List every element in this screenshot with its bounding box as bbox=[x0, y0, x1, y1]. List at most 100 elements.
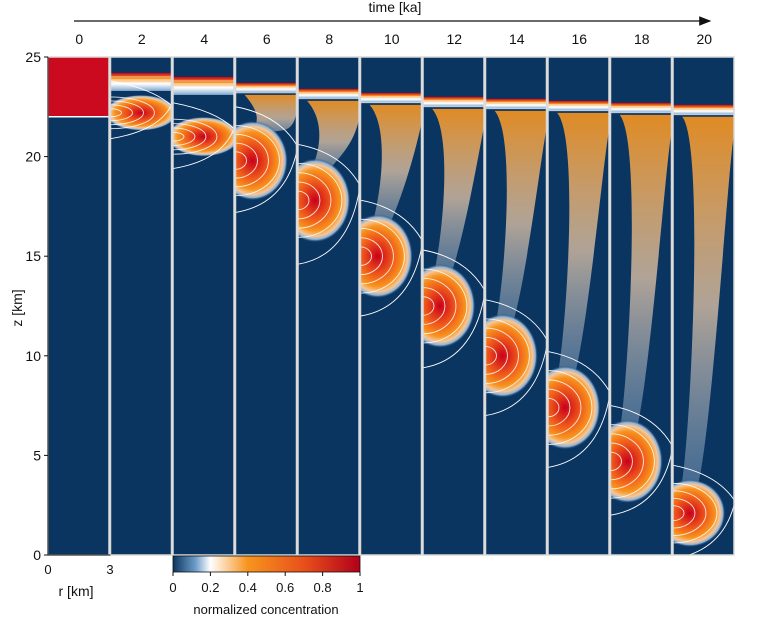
contour-line bbox=[548, 379, 582, 436]
contour-line bbox=[360, 228, 394, 285]
panel-t18 bbox=[609, 56, 673, 556]
contour-line bbox=[673, 497, 696, 529]
thermal-blob bbox=[110, 94, 172, 131]
initial-layer bbox=[48, 57, 109, 117]
panels bbox=[47, 56, 735, 556]
time-tick-label: 20 bbox=[696, 31, 712, 47]
panel-t14 bbox=[484, 56, 548, 556]
panel-background bbox=[48, 57, 109, 555]
top-layer bbox=[485, 98, 547, 109]
contour-line bbox=[235, 152, 297, 213]
time-tick-label: 8 bbox=[325, 31, 333, 47]
contour-line bbox=[673, 464, 734, 500]
time-tick-label: 14 bbox=[509, 31, 525, 47]
time-axis-label: time [ka] bbox=[369, 0, 422, 15]
contour-line bbox=[360, 248, 422, 317]
contour-line bbox=[298, 192, 359, 265]
panel-frame bbox=[172, 56, 235, 556]
contour-line bbox=[548, 399, 609, 468]
top-layer bbox=[360, 92, 422, 103]
panel-frame bbox=[109, 56, 173, 556]
thermal-blob bbox=[673, 479, 726, 548]
colorbar-tick-label: 0.8 bbox=[314, 580, 332, 595]
contour-line bbox=[110, 100, 144, 126]
colorbar bbox=[172, 555, 361, 573]
contour-line bbox=[423, 249, 484, 290]
colorbar-ticks: 0 0.2 0.4 0.6 0.8 1 bbox=[169, 572, 364, 595]
top-layer bbox=[423, 96, 484, 107]
panel-t20 bbox=[672, 56, 735, 556]
panel-frame bbox=[672, 56, 735, 556]
contour-line bbox=[173, 123, 207, 151]
plume-tail bbox=[366, 104, 422, 239]
thermal-blob bbox=[360, 214, 413, 299]
contour-line bbox=[235, 133, 269, 188]
contour-line bbox=[485, 299, 547, 340]
z-tick-label: 10 bbox=[25, 348, 41, 364]
contour-line bbox=[298, 143, 359, 184]
z-tick-label: 15 bbox=[25, 248, 41, 264]
panel-frame bbox=[422, 56, 485, 556]
plume-tail bbox=[679, 116, 734, 496]
panel-t0 bbox=[47, 56, 110, 556]
contour-line bbox=[610, 442, 633, 481]
z-tick-label: 5 bbox=[33, 447, 41, 463]
time-tick-label: 6 bbox=[263, 31, 271, 47]
top-layer bbox=[298, 88, 359, 99]
contour-line bbox=[485, 346, 497, 366]
contour-line bbox=[548, 388, 571, 427]
contour-line bbox=[173, 128, 234, 170]
time-tick-label: 10 bbox=[384, 31, 400, 47]
plume-tail bbox=[491, 110, 547, 338]
plume-tail bbox=[554, 112, 609, 390]
contour-line bbox=[610, 453, 672, 516]
time-tick-label: 18 bbox=[634, 31, 650, 47]
contour-line bbox=[548, 351, 609, 392]
thermal-blob bbox=[485, 313, 538, 398]
colorbar-label: normalized concentration bbox=[193, 602, 338, 617]
panel-t12 bbox=[422, 56, 485, 556]
colorbar-tick-label: 0 bbox=[169, 580, 176, 595]
r-axis-tick-3: 3 bbox=[106, 562, 113, 577]
top-layer bbox=[610, 102, 672, 113]
contour-line bbox=[360, 199, 422, 240]
colorbar-tick-label: 0.4 bbox=[239, 580, 257, 595]
panel-frame bbox=[609, 56, 673, 556]
thermal-blob bbox=[423, 264, 476, 348]
thermal-blob bbox=[610, 419, 663, 504]
top-layer bbox=[673, 104, 734, 115]
time-tick-label: 4 bbox=[200, 31, 208, 47]
contour-line bbox=[110, 104, 172, 140]
contour-line bbox=[687, 505, 734, 555]
contour-line bbox=[485, 347, 547, 417]
contour-line bbox=[423, 277, 457, 335]
contour-line bbox=[173, 118, 218, 155]
time-tick-label: 12 bbox=[446, 31, 462, 47]
top-layer bbox=[173, 76, 234, 95]
contour-line bbox=[173, 102, 234, 130]
contour-line bbox=[423, 297, 484, 369]
contour-line bbox=[110, 96, 155, 130]
plume-tail bbox=[429, 108, 484, 288]
thermal-blob bbox=[235, 120, 288, 201]
contour-line bbox=[110, 104, 133, 122]
contour-line bbox=[110, 80, 172, 106]
z-tick-label: 20 bbox=[25, 149, 41, 165]
top-layer bbox=[548, 100, 609, 111]
panel-frame bbox=[234, 56, 298, 556]
time-tick-label: 2 bbox=[138, 31, 146, 47]
contour-line bbox=[610, 433, 644, 490]
z-axis: 0 5 10 15 20 25 bbox=[25, 49, 111, 563]
panel-frame bbox=[297, 56, 360, 556]
contour-line bbox=[673, 490, 707, 536]
contour-line bbox=[298, 163, 343, 238]
r-axis-tick-0: 0 bbox=[44, 562, 51, 577]
contour-line bbox=[423, 296, 435, 316]
panel-frame bbox=[359, 56, 423, 556]
contour-line bbox=[298, 190, 310, 211]
panel-background bbox=[110, 57, 172, 555]
plume-tail bbox=[616, 114, 672, 444]
thermal-blob bbox=[548, 365, 601, 450]
panel-t10 bbox=[359, 56, 423, 556]
